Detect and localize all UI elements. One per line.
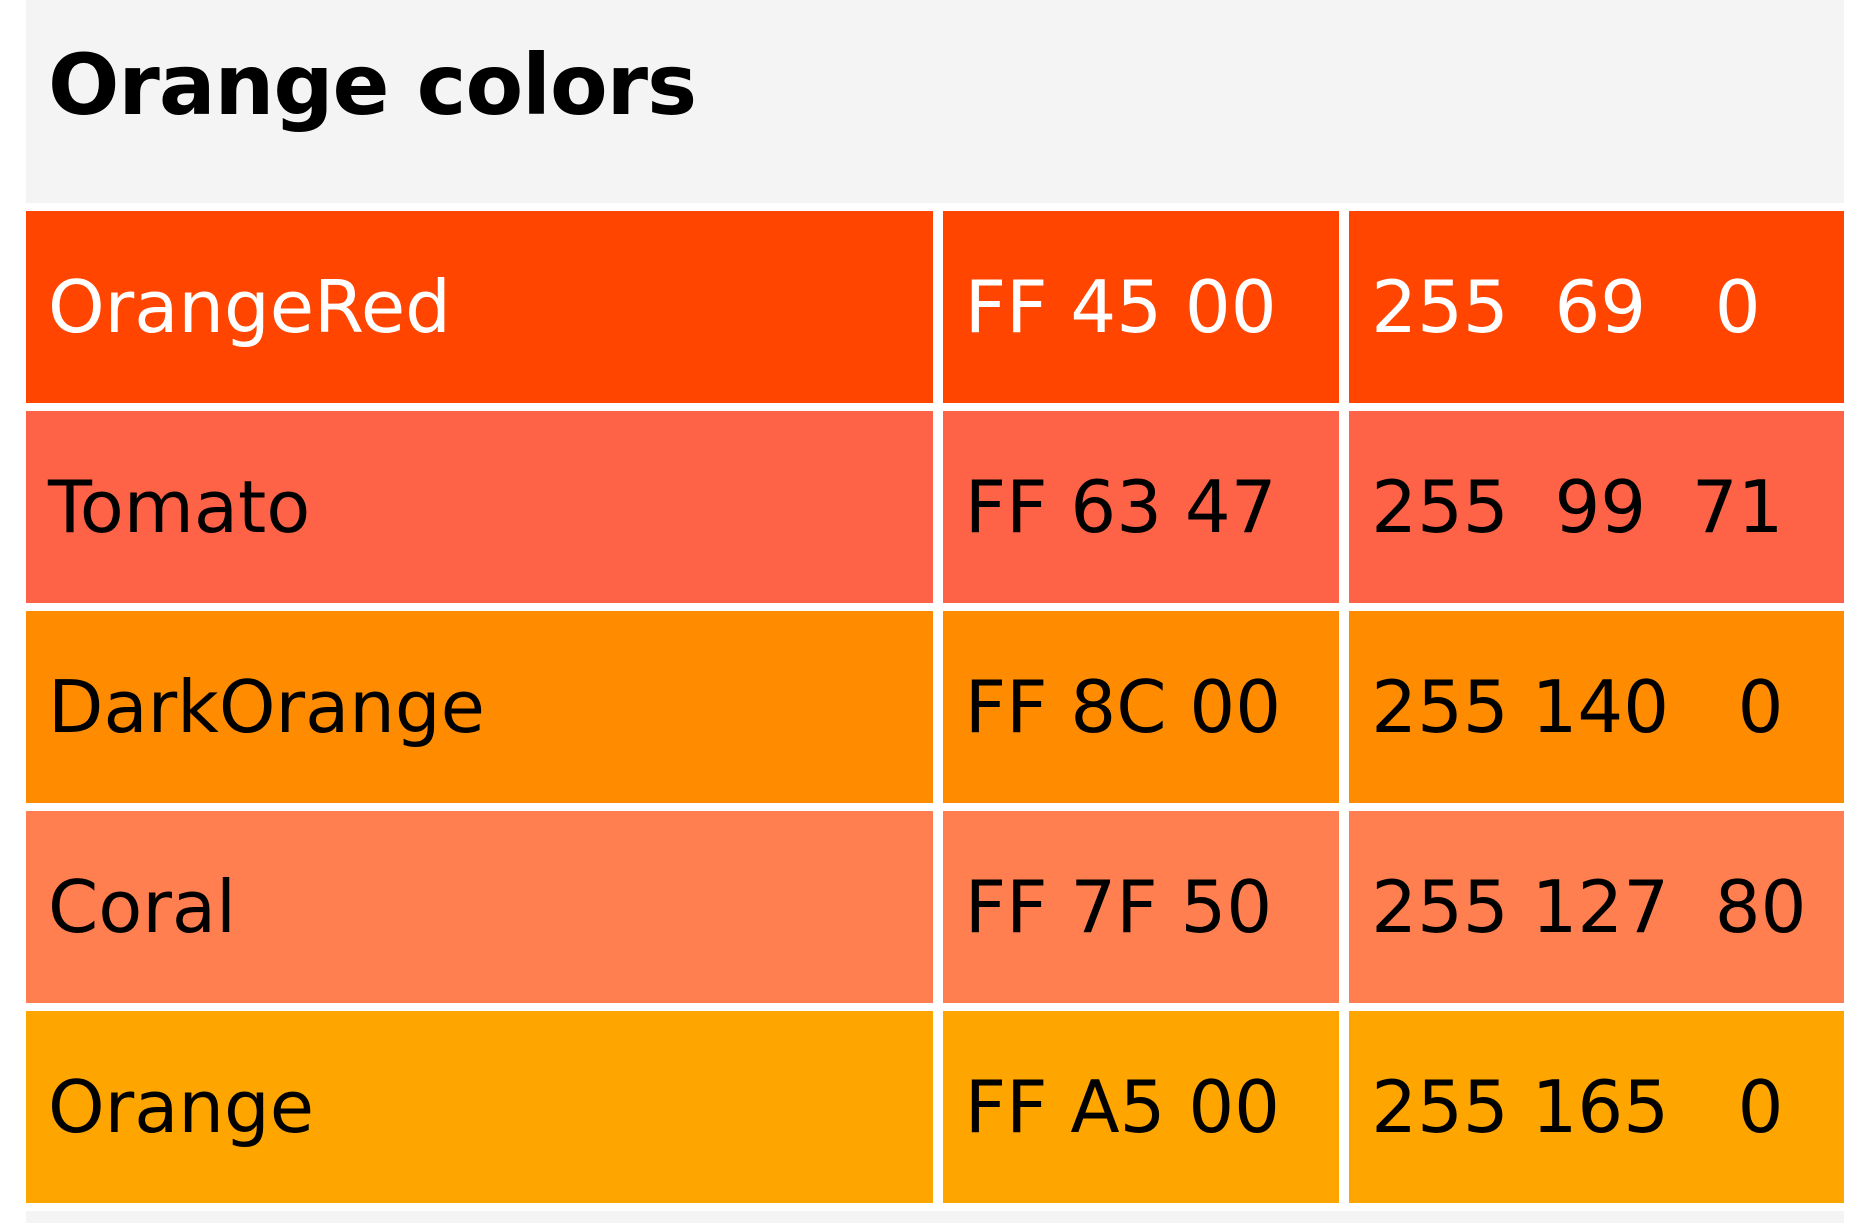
rgb-value-cell: 255 69 0: [1349, 211, 1844, 403]
rgb-value-cell: 255 127 80: [1349, 811, 1844, 1003]
rgb-value-cell: 255 140 0: [1349, 611, 1844, 803]
hex-value-cell: FF 8C 00: [942, 611, 1340, 803]
bottom-strip: [26, 1212, 1844, 1223]
hex-value-cell: FF 63 47: [942, 411, 1340, 603]
color-table-panel: Orange colors OrangeRed FF 45 00 255 69 …: [16, 0, 1854, 1223]
hex-value-cell: FF A5 00: [942, 1011, 1340, 1203]
table-row: Coral FF 7F 50 255 127 80: [26, 811, 1844, 1003]
rgb-value-cell: 255 165 0: [1349, 1011, 1844, 1203]
rgb-value-cell: 255 99 71: [1349, 411, 1844, 603]
table-row: Orange FF A5 00 255 165 0: [26, 1011, 1844, 1203]
color-name-cell: OrangeRed: [26, 211, 933, 403]
color-name-cell: Orange: [26, 1011, 933, 1203]
hex-value-cell: FF 45 00: [942, 211, 1340, 403]
color-name-cell: Tomato: [26, 411, 933, 603]
color-name-cell: DarkOrange: [26, 611, 933, 803]
table-row: OrangeRed FF 45 00 255 69 0: [26, 211, 1844, 403]
table-row: Tomato FF 63 47 255 99 71: [26, 411, 1844, 603]
table-row: DarkOrange FF 8C 00 255 140 0: [26, 611, 1844, 803]
hex-value-cell: FF 7F 50: [942, 811, 1340, 1003]
color-table: OrangeRed FF 45 00 255 69 0 Tomato FF 63…: [16, 203, 1854, 1211]
color-name-cell: Coral: [26, 811, 933, 1003]
page-title: Orange colors: [48, 36, 697, 134]
